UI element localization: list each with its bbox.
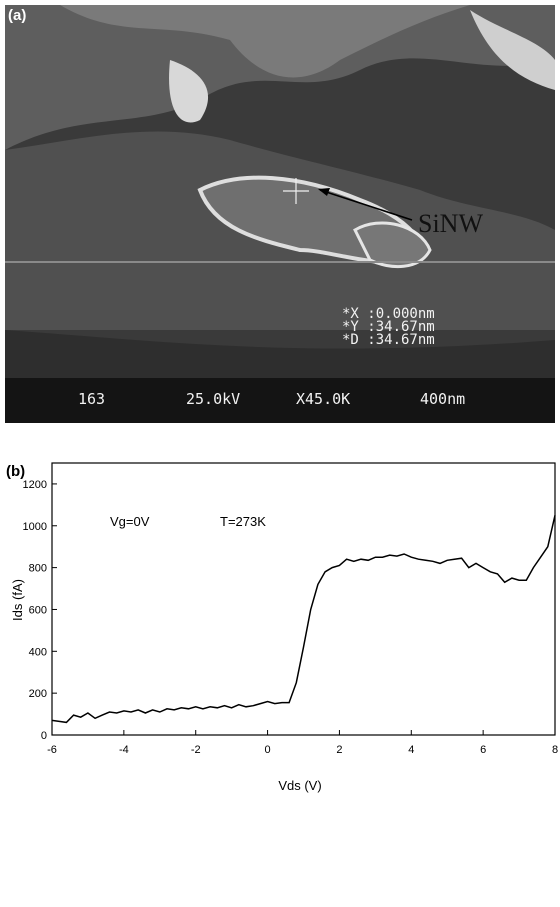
y-tick-label: 1200 [23,479,47,491]
y-tick-label: 800 [29,563,47,575]
x-tick-label: 2 [336,744,342,756]
y-tick-label: 1000 [23,521,47,533]
plot-frame [51,462,556,736]
y-axis-label: Ids (fA) [10,579,25,621]
y-tick-label: 200 [29,688,47,700]
x-tick-label: -2 [191,744,201,756]
readout: *X :0.000nm [342,306,435,322]
x-axis-label: Vds (V) [278,778,321,793]
x-tick-label: -4 [119,744,129,756]
annotation: T=273K [220,514,266,529]
y-tick-label: 400 [29,646,47,658]
footer-text: X45.0K [296,390,350,408]
x-tick-label: 6 [480,744,486,756]
footer-text: 163 [78,390,105,408]
readout: *D :34.67nm [342,332,435,348]
y-tick-label: 600 [29,604,47,616]
readout: *Y :34.67nm [342,319,435,335]
annotation: Vg=0V [110,514,150,529]
data-line [51,515,556,724]
y-tick-label: 0 [41,730,47,742]
footer-text: 400nm [420,390,465,408]
sem-image [5,5,555,423]
x-tick-label: -6 [47,744,57,756]
plot: 0 200 400 600 800 1000 1200 -6 -4 -2 0 2 4 6 8 [23,462,558,756]
panel-label: (b) [6,463,25,480]
panel-label: (a) [8,7,26,24]
x-tick-label: 4 [408,744,414,756]
annotation: SiNW [418,209,483,238]
x-tick-label: 8 [552,744,558,756]
footer-text: 25.0kV [186,390,240,408]
x-tick-label: 0 [265,744,271,756]
